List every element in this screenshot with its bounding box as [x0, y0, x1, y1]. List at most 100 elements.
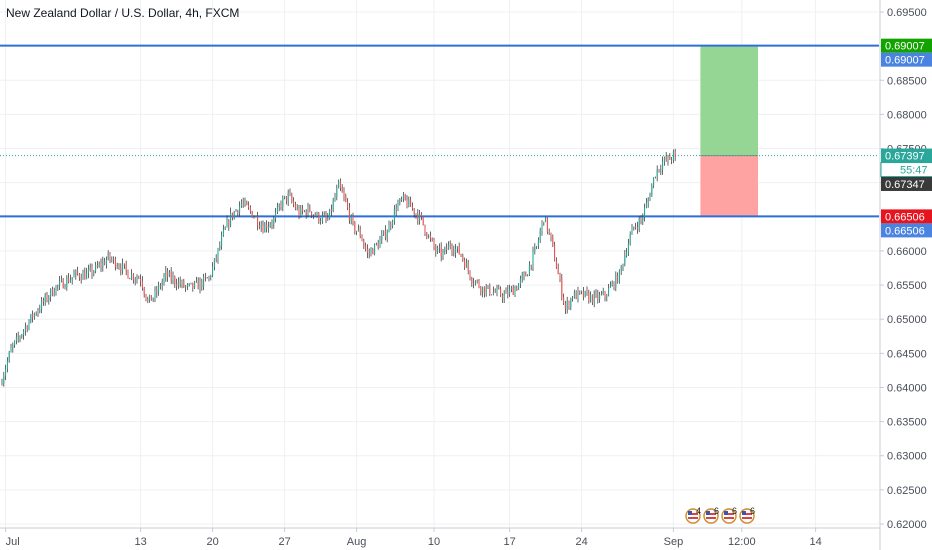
- candle-body: [302, 208, 304, 212]
- candle: [523, 271, 525, 281]
- candle: [505, 287, 507, 294]
- candle: [24, 322, 26, 336]
- candle-body: [510, 287, 512, 290]
- candle-body: [604, 291, 606, 297]
- candle-body: [550, 232, 552, 237]
- candle-body: [615, 274, 617, 288]
- candle-body: [494, 291, 496, 293]
- horizontal-lines[interactable]: [0, 44, 879, 218]
- candle: [181, 279, 183, 289]
- candle: [3, 371, 5, 387]
- candle-body: [438, 247, 440, 249]
- price-tick-label: 0.69500: [887, 7, 927, 19]
- candle-body: [114, 258, 116, 268]
- candle-body: [253, 217, 255, 219]
- candle-body: [192, 282, 194, 288]
- candle-body: [404, 194, 406, 200]
- candle: [26, 325, 28, 333]
- candle: [221, 231, 223, 250]
- candle: [44, 292, 46, 306]
- candle: [91, 263, 93, 279]
- candle: [312, 214, 314, 219]
- candle: [287, 189, 289, 207]
- candle-body: [478, 281, 480, 288]
- candle-body: [444, 247, 446, 253]
- price-label-text: 0.69007: [885, 41, 925, 53]
- price-label-box: [880, 162, 932, 178]
- candle: [356, 230, 358, 236]
- candle: [42, 297, 44, 306]
- candle-body: [84, 272, 86, 280]
- candle: [102, 256, 104, 272]
- candle: [78, 272, 80, 281]
- candle-body: [147, 299, 149, 301]
- candle: [167, 267, 169, 282]
- candle: [467, 259, 469, 275]
- candle: [69, 274, 71, 283]
- price-label-blue: 0.69007: [881, 52, 932, 67]
- candle-body: [235, 210, 237, 212]
- candle-body: [221, 235, 223, 246]
- price-tick-label: 0.68000: [887, 109, 927, 121]
- candle: [84, 267, 86, 280]
- economic-event-badge[interactable]: 6: [721, 506, 737, 524]
- candle-body: [203, 276, 205, 287]
- candle: [428, 234, 430, 239]
- candle-body: [314, 214, 316, 217]
- candle: [582, 286, 584, 301]
- economic-events[interactable]: 4 6 6 6: [685, 506, 755, 524]
- candle: [302, 204, 304, 215]
- candle-body: [246, 201, 248, 205]
- candle: [530, 264, 532, 271]
- candle: [248, 201, 250, 210]
- candle: [109, 251, 111, 264]
- candle-body: [226, 220, 228, 228]
- candle: [275, 208, 277, 223]
- candle: [68, 273, 70, 284]
- stop-zone[interactable]: [700, 155, 758, 217]
- candle: [224, 226, 226, 231]
- candle-body: [392, 221, 394, 227]
- candle: [348, 202, 350, 224]
- candle-body: [219, 245, 221, 249]
- candle-body: [343, 192, 345, 197]
- candle: [132, 273, 134, 284]
- candle: [35, 311, 37, 316]
- candle-body: [660, 169, 662, 171]
- candle: [361, 234, 363, 242]
- economic-event-badge[interactable]: 4: [685, 506, 701, 524]
- candle: [572, 295, 574, 302]
- candle: [195, 276, 197, 283]
- candle: [257, 211, 259, 231]
- candle-body: [217, 248, 219, 259]
- candle-body: [505, 290, 507, 294]
- candle: [426, 232, 428, 240]
- economic-event-badge[interactable]: 6: [739, 506, 755, 524]
- position-tool[interactable]: [700, 45, 758, 217]
- candle-body: [228, 220, 230, 226]
- candle: [586, 286, 588, 296]
- candle: [568, 300, 570, 310]
- candle-body: [420, 213, 422, 217]
- candle-body: [82, 272, 84, 280]
- candle-body: [122, 263, 124, 271]
- candle-body: [599, 294, 601, 300]
- candle-body: [642, 217, 644, 220]
- candle: [460, 253, 462, 257]
- candle-body: [509, 289, 511, 295]
- candle-body: [339, 181, 341, 188]
- candle: [498, 284, 500, 290]
- candle-body: [323, 215, 325, 216]
- economic-event-badge[interactable]: 6: [703, 506, 719, 524]
- candle: [154, 286, 156, 303]
- candle: [127, 269, 129, 279]
- candle: [318, 211, 320, 224]
- event-count: 6: [732, 506, 737, 516]
- candle: [294, 201, 296, 211]
- candle-body: [584, 290, 586, 297]
- candle-body: [258, 225, 260, 228]
- target-zone[interactable]: [700, 45, 758, 156]
- candle: [320, 217, 322, 225]
- candle-body: [291, 195, 293, 202]
